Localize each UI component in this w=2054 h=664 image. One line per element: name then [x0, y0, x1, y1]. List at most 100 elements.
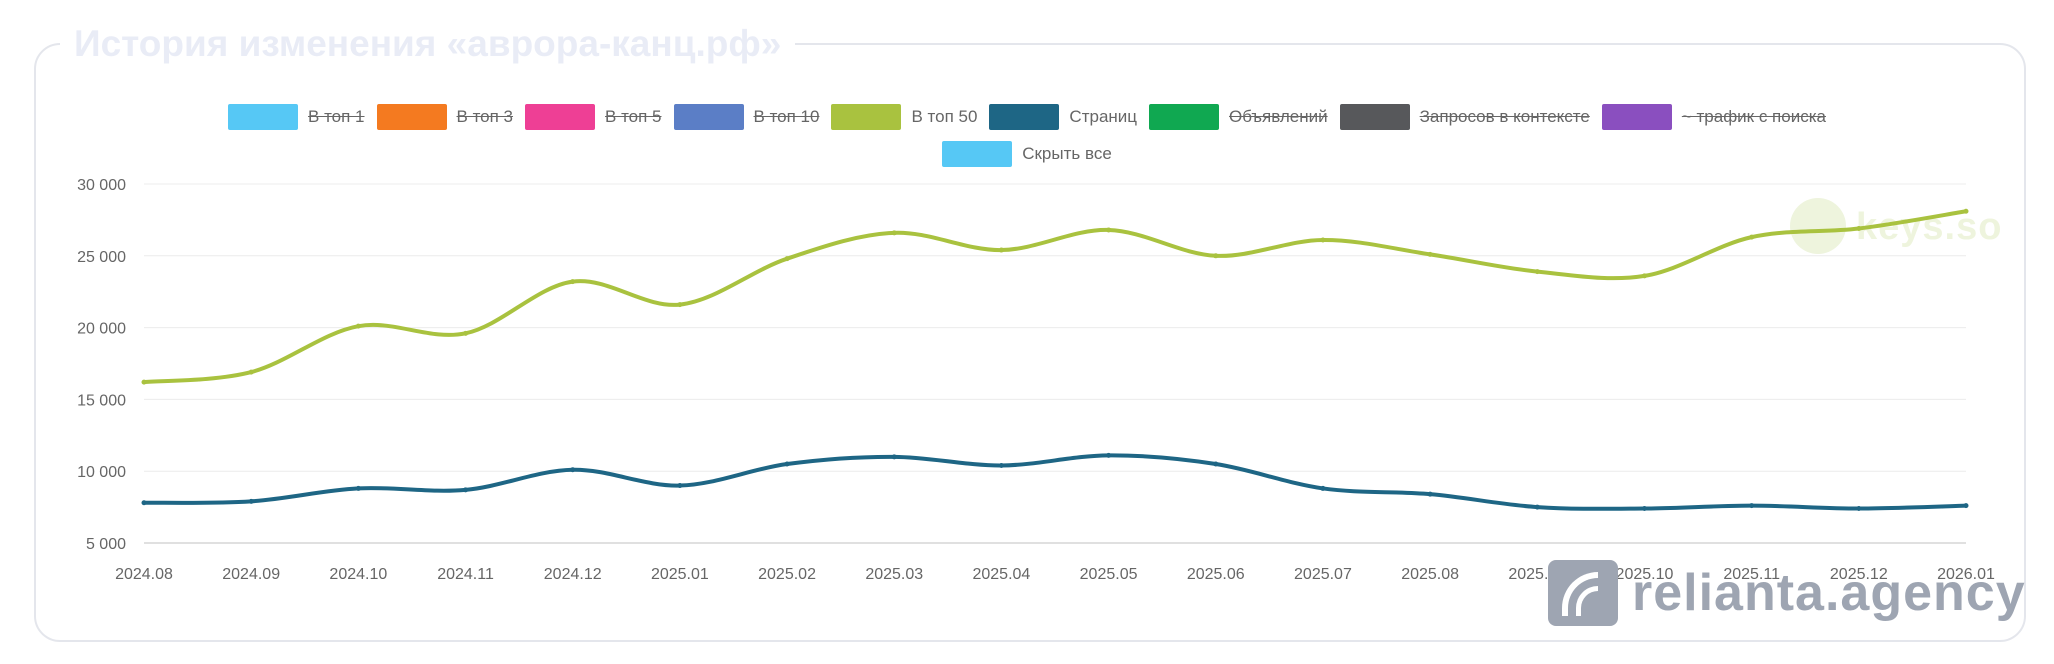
chart-legend: В топ 1 В топ 3 В топ 5 В топ 10 В топ 50 Стр…: [0, 102, 2054, 132]
data-point[interactable]: [1427, 251, 1433, 257]
y-tick-label: 20 000: [77, 321, 126, 338]
data-point[interactable]: [1534, 269, 1540, 275]
page-title: История изменения «аврора-канц.рф»: [74, 23, 782, 64]
legend-item[interactable]: Страниц: [989, 102, 1137, 132]
data-point[interactable]: [355, 323, 361, 329]
legend-label: В топ 3: [456, 107, 514, 126]
data-point[interactable]: [1963, 503, 1969, 509]
data-point[interactable]: [677, 302, 683, 308]
data-point[interactable]: [998, 462, 1004, 468]
relianta-agency-watermark: relianta.agency: [1548, 560, 2026, 626]
data-point[interactable]: [570, 467, 576, 473]
data-point[interactable]: [1320, 485, 1326, 491]
grid: [144, 183, 1966, 544]
data-point[interactable]: [463, 330, 469, 336]
data-point[interactable]: [784, 256, 790, 262]
data-point[interactable]: [998, 247, 1004, 253]
legend-swatch: [1339, 104, 1410, 130]
legend-swatch: [831, 104, 902, 130]
chart-card: История изменения «аврора-канц.рф»: [34, 22, 2026, 642]
legend-swatch: [376, 104, 447, 130]
y-tick-label: 10 000: [77, 464, 126, 481]
legend-label: В топ 1: [308, 107, 365, 126]
chart-legend-row-2: Скрыть все: [0, 139, 2054, 169]
legend-item[interactable]: Запросов в контексте: [1339, 102, 1590, 132]
data-point[interactable]: [141, 379, 147, 385]
x-tick-label: 2025.08: [1401, 566, 1459, 583]
data-point[interactable]: [355, 485, 361, 491]
data-point[interactable]: [141, 500, 147, 506]
data-point[interactable]: [1641, 273, 1647, 279]
data-point[interactable]: [1213, 461, 1219, 467]
legend-swatch: [228, 104, 299, 130]
x-tick-label: 2025.12: [1830, 566, 1888, 583]
data-point[interactable]: [1320, 237, 1326, 243]
legend-item[interactable]: В топ 1: [228, 102, 365, 132]
legend-swatch: [673, 104, 744, 130]
legend-label: ~ трафик с поиска: [1681, 107, 1826, 126]
data-point[interactable]: [248, 369, 254, 375]
y-tick-label: 15 000: [77, 392, 126, 409]
keys-so-logo-icon: [1790, 198, 1846, 254]
data-point[interactable]: [1534, 504, 1540, 510]
x-tick-label: 2025.04: [972, 566, 1030, 583]
x-tick-label: 2025.01: [651, 566, 709, 583]
data-point[interactable]: [1213, 253, 1219, 259]
x-tick-label: 2025.10: [1616, 566, 1674, 583]
y-tick-label: 30 000: [77, 177, 126, 194]
legend-item[interactable]: Объявлений: [1149, 102, 1328, 132]
legend-item[interactable]: В топ 10: [673, 102, 820, 132]
legend-label: Скрыть все: [1022, 144, 1112, 163]
series-line: [142, 209, 1968, 385]
legend-item[interactable]: ~ трафик с поиска: [1601, 102, 1826, 132]
x-tick-label: 2024.12: [544, 566, 602, 583]
y-axis: 5 000 10 000 15 000 20 000 25 000 30 000: [77, 177, 126, 553]
legend-swatch: [1149, 104, 1220, 130]
data-point[interactable]: [1427, 491, 1433, 497]
y-tick-label: 5 000: [86, 536, 126, 553]
x-tick-label: 2025.06: [1187, 566, 1245, 583]
data-point[interactable]: [1963, 208, 1969, 214]
data-point[interactable]: [1641, 506, 1647, 512]
data-point[interactable]: [1106, 452, 1112, 458]
x-axis: 2024.08 2024.09 2024.10 2024.11 2024.12 2025.…: [115, 566, 1995, 583]
legend-item-hide-all[interactable]: Скрыть все: [942, 139, 1112, 169]
data-point[interactable]: [1106, 227, 1112, 233]
x-tick-label: 2024.11: [437, 566, 494, 583]
series: [141, 208, 1969, 512]
data-point[interactable]: [677, 483, 683, 489]
legend-label: В топ 10: [753, 107, 820, 126]
data-point[interactable]: [784, 461, 790, 467]
data-point[interactable]: [1856, 506, 1862, 512]
legend-swatch: [1601, 104, 1672, 130]
data-point[interactable]: [248, 498, 254, 504]
x-tick-label: 2025.11: [1723, 566, 1780, 583]
legend-label: Объявлений: [1229, 107, 1328, 126]
legend-label: В топ 5: [605, 107, 662, 126]
series-line: [142, 453, 1968, 511]
y-tick-label: 25 000: [77, 249, 126, 266]
data-point[interactable]: [891, 230, 897, 236]
legend-swatch: [525, 104, 596, 130]
x-tick-label: 2025.05: [1080, 566, 1138, 583]
legend-label: Запросов в контексте: [1419, 107, 1590, 126]
data-point[interactable]: [1856, 226, 1862, 232]
x-tick-label: 2025.07: [1294, 566, 1352, 583]
data-point[interactable]: [1749, 234, 1755, 240]
relianta-logo-icon: [1548, 560, 1618, 626]
x-tick-label: 2025.03: [865, 566, 923, 583]
legend-swatch: [989, 104, 1060, 130]
legend-item[interactable]: В топ 3: [376, 102, 514, 132]
legend-swatch: [942, 141, 1013, 167]
x-tick-label: 2024.10: [329, 566, 387, 583]
data-point[interactable]: [570, 279, 576, 285]
legend-item[interactable]: В топ 5: [525, 102, 662, 132]
data-point[interactable]: [891, 454, 897, 460]
legend-item[interactable]: В топ 50: [831, 102, 977, 132]
data-point[interactable]: [1749, 503, 1755, 509]
x-tick-label: 2024.08: [115, 566, 173, 583]
relianta-logo-text: relianta.agency: [1632, 564, 2026, 622]
x-tick-label: 2024.09: [222, 566, 280, 583]
x-tick-label: 2025.02: [758, 566, 816, 583]
data-point[interactable]: [463, 487, 469, 493]
